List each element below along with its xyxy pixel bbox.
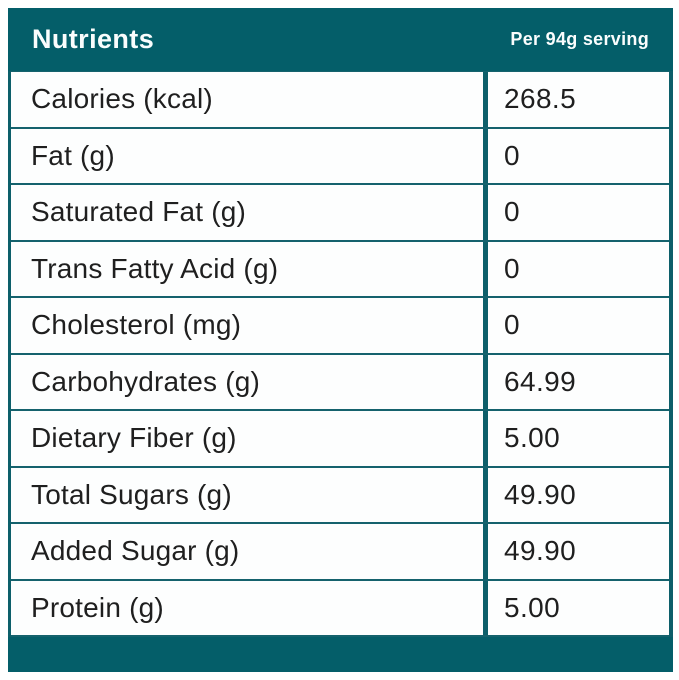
footer-bar bbox=[8, 637, 673, 672]
nutrient-name-cell: Fat (g) bbox=[31, 139, 115, 171]
table-row: Cholesterol (mg) 0 bbox=[11, 298, 669, 355]
nutrient-value-cell: 0 bbox=[483, 128, 669, 183]
nutrient-value-cell: 268.5 bbox=[483, 72, 669, 127]
table-row: Fat (g) 0 bbox=[11, 128, 669, 185]
nutrient-value-cell: 64.99 bbox=[483, 354, 669, 409]
serving-size-column-header: Per 94g serving bbox=[510, 29, 649, 49]
nutrient-name-cell: Saturated Fat (g) bbox=[31, 196, 247, 228]
nutrients-column-header: Nutrients bbox=[32, 24, 155, 54]
nutrient-name-cell: Total Sugars (g) bbox=[31, 478, 232, 510]
nutrient-value-cell: 0 bbox=[483, 241, 669, 296]
table-row: Total Sugars (g) 49.90 bbox=[11, 467, 669, 524]
table-header: Nutrients Per 94g serving bbox=[8, 8, 673, 71]
nutrient-value-cell: 49.90 bbox=[483, 467, 669, 522]
table-row: Calories (kcal) 268.5 bbox=[11, 71, 669, 129]
table-row: Protein (g) 5.00 bbox=[11, 580, 669, 637]
nutrient-name-cell: Trans Fatty Acid (g) bbox=[31, 252, 279, 284]
nutrient-name-cell: Protein (g) bbox=[31, 591, 164, 623]
table-row: Carbohydrates (g) 64.99 bbox=[11, 354, 669, 411]
nutrient-value-cell: 5.00 bbox=[483, 411, 669, 466]
nutrient-name-cell: Added Sugar (g) bbox=[31, 535, 240, 567]
table-row: Trans Fatty Acid (g) 0 bbox=[11, 241, 669, 298]
nutrition-panel: Nutrients Per 94g serving Calories (kcal… bbox=[8, 8, 673, 672]
nutrient-name-cell: Cholesterol (mg) bbox=[31, 309, 242, 341]
nutrient-table: Calories (kcal) 268.5 Fat (g) 0 Saturate… bbox=[8, 71, 673, 637]
nutrient-value-cell: 0 bbox=[483, 298, 669, 353]
nutrient-name-cell: Calories (kcal) bbox=[31, 83, 213, 115]
nutrient-name-cell: Dietary Fiber (g) bbox=[31, 422, 237, 454]
table-row: Saturated Fat (g) 0 bbox=[11, 185, 669, 242]
nutrient-value-cell: 0 bbox=[483, 185, 669, 240]
nutrient-value-cell: 5.00 bbox=[483, 580, 669, 635]
table-row: Added Sugar (g) 49.90 bbox=[11, 524, 669, 581]
nutrient-value-cell: 49.90 bbox=[483, 524, 669, 579]
table-row: Dietary Fiber (g) 5.00 bbox=[11, 411, 669, 468]
nutrient-name-cell: Carbohydrates (g) bbox=[31, 365, 261, 397]
